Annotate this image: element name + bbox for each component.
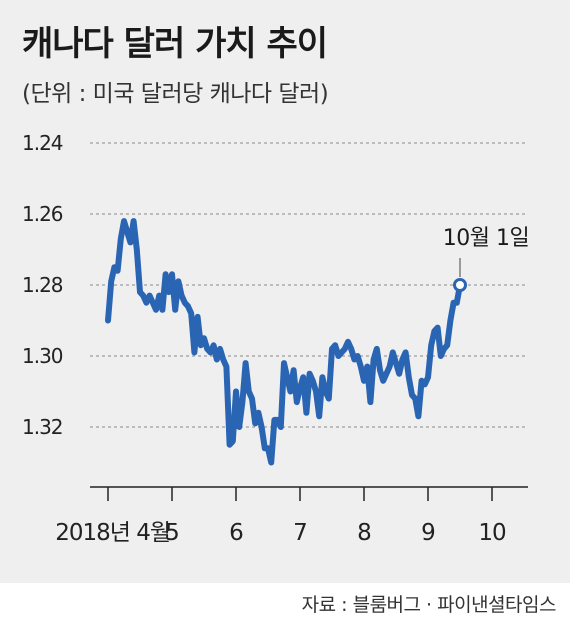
x-tick-label: 2018년 4월 <box>55 520 170 546</box>
end-point-marker <box>453 278 467 292</box>
y-tick-label: 1.28 <box>22 273 63 297</box>
line-chart: 1.24 1.26 1.28 1.30 1.32 2018년 4월5 6 7 8 9 10 10월… <box>22 131 530 546</box>
chart-title: 캐나다 달러 가치 추이 <box>22 24 328 64</box>
y-tick-label: 1.24 <box>22 131 63 155</box>
x-tick-label: 7 <box>293 520 307 546</box>
chart-subtitle: (단위 : 미국 달러당 캐나다 달러) <box>22 81 329 107</box>
annotation-label: 10월 1일 <box>443 226 529 251</box>
x-tick-label: 6 <box>229 520 243 546</box>
y-tick-labels: 1.24 1.26 1.28 1.30 1.32 <box>22 131 64 439</box>
y-tick-label: 1.32 <box>22 415 63 439</box>
x-tick-label: 9 <box>421 520 435 546</box>
y-tick-label: 1.30 <box>22 344 63 368</box>
y-tick-label: 1.26 <box>22 202 63 226</box>
x-tick-label: 10 <box>478 520 506 546</box>
series-line <box>105 218 463 466</box>
x-tick-label: 8 <box>357 520 371 546</box>
chart-panel <box>0 0 570 583</box>
source-note: 자료 : 블룸버그 · 파이낸셜타임스 <box>301 594 557 616</box>
x-tick-label: 5 <box>165 520 179 546</box>
x-ticks: 2018년 4월5 6 7 8 9 10 <box>55 487 507 546</box>
grid-lines <box>90 142 528 428</box>
